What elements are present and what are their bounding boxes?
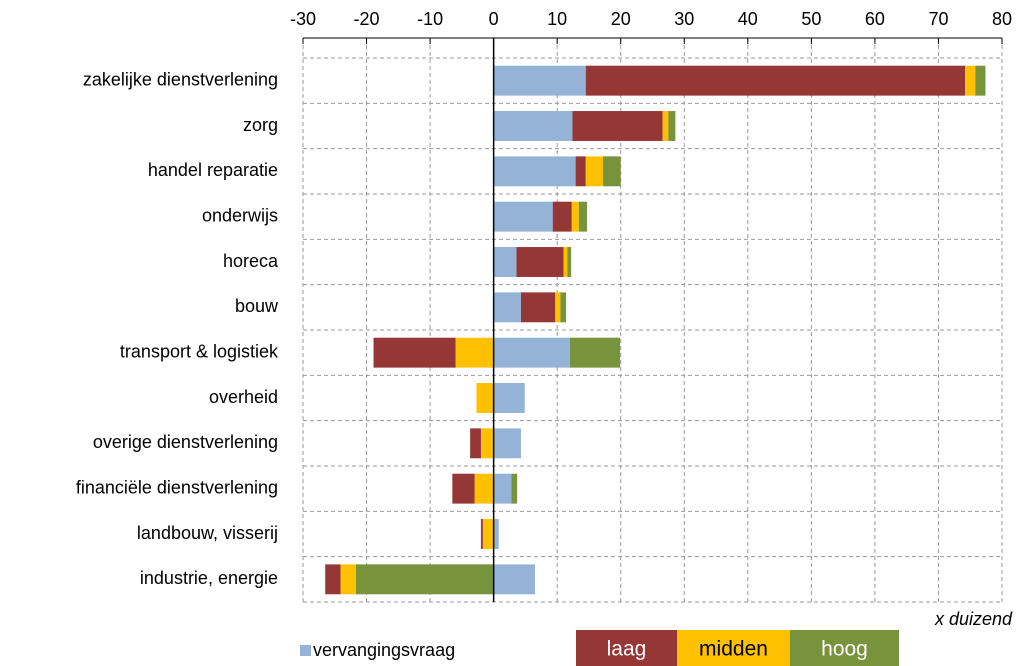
bar — [493, 156, 576, 187]
x-tick-label: 0 — [489, 9, 499, 29]
legend-label: laag — [607, 638, 647, 661]
bar — [476, 383, 494, 413]
bar — [493, 111, 573, 141]
bar — [493, 247, 517, 277]
bar — [585, 65, 966, 96]
bar — [975, 65, 986, 96]
x-tick-label: -30 — [290, 9, 316, 29]
bar — [569, 337, 621, 368]
bar — [575, 156, 586, 187]
legend-swatch — [790, 630, 899, 666]
bar — [480, 519, 483, 549]
x-tick-label: 50 — [801, 9, 821, 29]
y-tick-label: zorg — [243, 115, 278, 135]
bar — [493, 473, 512, 504]
x-tick-label: 30 — [674, 9, 694, 29]
bar — [452, 473, 475, 504]
bar — [493, 519, 499, 549]
legend-swatch — [677, 630, 790, 666]
bar — [520, 292, 556, 323]
bar — [355, 564, 494, 595]
x-tick-label: -20 — [354, 9, 380, 29]
annotation: x duizend — [934, 609, 1013, 629]
bar — [493, 383, 525, 413]
y-tick-label: bouw — [235, 296, 279, 316]
bar — [511, 473, 518, 504]
legend-swatch — [300, 645, 311, 656]
bar — [602, 156, 621, 187]
x-tick-label: 20 — [611, 9, 631, 29]
y-tick-label: transport & logistiek — [120, 341, 279, 361]
bar — [555, 292, 561, 323]
bar — [474, 473, 494, 504]
y-tick-label: landbouw, visserij — [137, 523, 278, 543]
bar — [571, 201, 579, 232]
legend-label: midden — [699, 638, 768, 661]
bar — [585, 156, 603, 187]
bar — [325, 564, 341, 595]
bar — [493, 292, 521, 323]
y-tick-label: industrie, energie — [140, 568, 278, 588]
bar — [480, 428, 494, 459]
y-tick-label: onderwijs — [202, 205, 278, 225]
bar — [373, 337, 456, 368]
x-tick-label: -10 — [417, 9, 443, 29]
bar — [668, 111, 676, 141]
bar — [493, 337, 570, 368]
y-tick-label: financiële dienstverlening — [76, 477, 278, 497]
bar — [572, 111, 663, 141]
x-tick-label: 10 — [547, 9, 567, 29]
x-tick-label: 80 — [992, 9, 1012, 29]
y-tick-label: horeca — [223, 251, 279, 271]
bar — [552, 201, 572, 232]
y-tick-label: overige dienstverlening — [93, 432, 278, 452]
x-tick-label: 70 — [928, 9, 948, 29]
bar — [516, 247, 564, 277]
bar — [567, 247, 572, 277]
y-tick-label: zakelijke dienstverlening — [83, 69, 278, 89]
legend-label: vervangingsvraag — [313, 640, 455, 660]
bar — [965, 65, 976, 96]
bar — [578, 201, 588, 232]
bar — [560, 292, 567, 323]
bar — [455, 337, 494, 368]
bar — [470, 428, 481, 459]
bar — [493, 428, 521, 459]
y-tick-label: handel reparatie — [148, 160, 278, 180]
bar — [493, 201, 553, 232]
legend-label: hoog — [821, 638, 868, 661]
bar — [563, 247, 568, 277]
bar — [340, 564, 356, 595]
bar — [493, 65, 586, 96]
x-tick-label: 40 — [738, 9, 758, 29]
x-tick-label: 60 — [865, 9, 885, 29]
bar — [493, 564, 535, 595]
legend-swatch — [576, 630, 677, 666]
bar — [662, 111, 669, 141]
bar — [482, 519, 494, 549]
y-tick-label: overheid — [209, 387, 278, 407]
